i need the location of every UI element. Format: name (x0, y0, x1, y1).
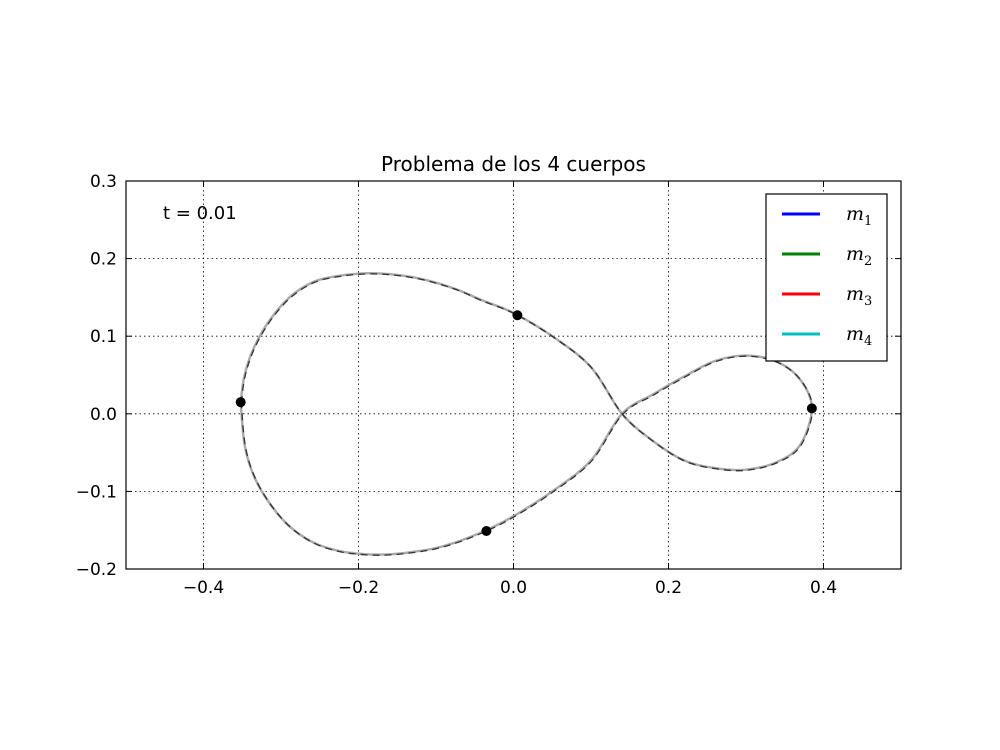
trajectory-line-dashed (240, 273, 814, 556)
body-marker (806, 403, 817, 414)
x-tick-label: 0.2 (655, 578, 682, 598)
chart-title: Problema de los 4 cuerpos (381, 152, 646, 176)
legend-label: m4 (846, 323, 872, 349)
y-tick-label: 0.3 (90, 172, 117, 192)
x-tick-label: −0.2 (338, 578, 379, 598)
y-tick-label: −0.1 (76, 482, 117, 502)
body-marker (235, 397, 246, 408)
y-tick-label: −0.2 (76, 560, 117, 580)
x-tick-label: −0.4 (183, 578, 224, 598)
ticks: −0.4 −0.2 0.0 0.2 0.4 −0.2 −0.1 0.0 0.1 0.2 0.3 (76, 172, 901, 598)
bodies (235, 310, 817, 536)
trajectories (239, 272, 814, 556)
x-tick-label: 0.4 (810, 578, 837, 598)
y-tick-label: 0.1 (90, 327, 117, 347)
body-marker (481, 525, 492, 536)
x-tick-label: 0.0 (500, 578, 527, 598)
time-annotation: t = 0.01 (163, 203, 237, 224)
y-tick-label: 0.0 (90, 405, 117, 425)
body-marker (512, 310, 523, 321)
trajectory-line-light (239, 272, 814, 556)
y-tick-label: 0.2 (90, 250, 117, 270)
